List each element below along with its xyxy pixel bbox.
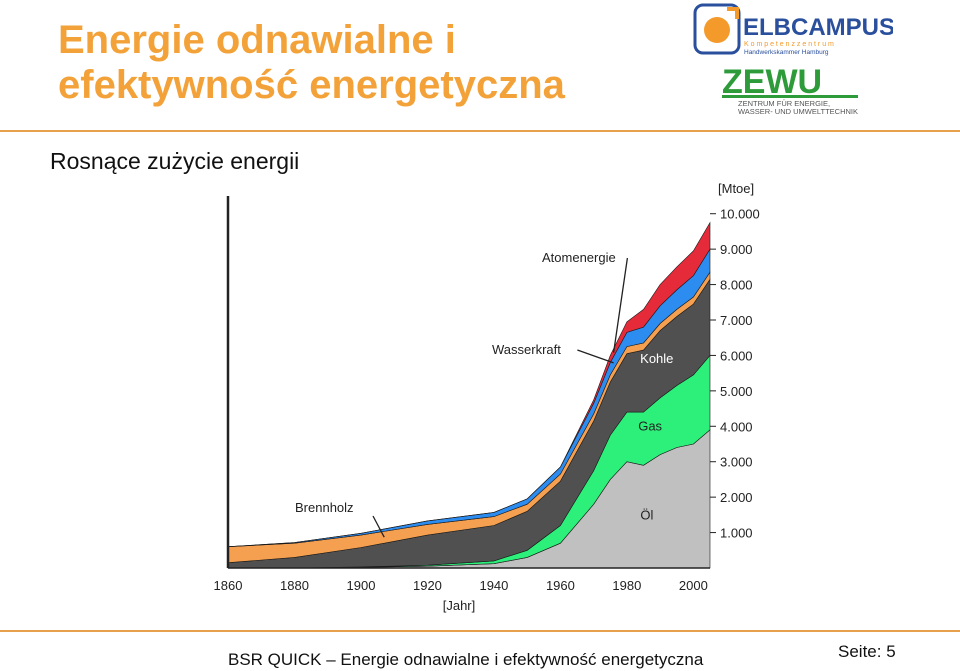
zewu-logo-line2: WASSER- UND UMWELTTECHNIK [738, 107, 858, 116]
annotation-oel: Öl [640, 508, 653, 523]
annotation-atomenergie: Atomenergie [542, 250, 616, 265]
series-area-atomenergie [227, 221, 711, 547]
x-tick-label: 1980 [612, 578, 641, 593]
elbcampus-logo-tagline2: Handwerkskammer Hamburg [744, 49, 829, 56]
x-axis-label: [Jahr] [443, 598, 476, 613]
elbcampus-logo-corner [727, 7, 739, 19]
y-tick-label: 9.000 [720, 242, 753, 257]
annotation-brennholz: Brennholz [295, 500, 354, 515]
annotation-wasserkraft: Wasserkraft [492, 342, 561, 357]
zewu-logo-name: ZEWU [722, 63, 822, 101]
x-tick-label: 1960 [546, 578, 575, 593]
x-tick-label: 2000 [679, 578, 708, 593]
x-tick-label: 1880 [280, 578, 309, 593]
y-tick-label: 6.000 [720, 348, 753, 363]
y-tick-label: 5.000 [720, 384, 753, 399]
annotation-pointer-brennholz [372, 515, 385, 538]
y-axis-ticks: 1.000 2.000 3.000 4.000 5.000 6.000 7.000 8.000… [710, 207, 760, 541]
footer-text: BSR QUICK – Energie odnawialne i efektyw… [228, 650, 704, 669]
annotation-kohle: Kohle [640, 351, 673, 366]
y-tick-label: 4.000 [720, 419, 753, 434]
y-axis-label: [Mtoe] [718, 181, 754, 196]
x-tick-label: 1900 [347, 578, 376, 593]
chart-annotations: Atomenergie Wasserkraft Kohle Gas Öl Brennhol… [295, 250, 673, 538]
x-tick-label: 1940 [479, 578, 508, 593]
slide-subtitle: Rosnące zużycie energii [50, 148, 300, 174]
zewu-logo-line1: ZENTRUM FÜR ENERGIE, [738, 99, 830, 108]
x-axis-ticks: 1860 1880 1900 1920 1940 1960 1980 2000 [214, 578, 708, 593]
zewu-logo: ZEWU ZENTRUM FÜR ENERGIE, WASSER- UND UM… [722, 63, 858, 116]
x-tick-label: 1920 [413, 578, 442, 593]
annotation-pointer-atomenergie [612, 257, 629, 353]
energy-consumption-chart: 1860 1880 1900 1920 1940 1960 1980 2000 1.000 2.… [214, 181, 760, 613]
y-tick-label: 2.000 [720, 490, 753, 505]
y-tick-label: 7.000 [720, 313, 753, 328]
annotation-pointer-wasserkraft [577, 349, 614, 364]
elbcampus-logo: ELBCAMPUS K o m p e t e n z z e n t r u … [693, 3, 893, 56]
y-tick-label: 1.000 [720, 526, 753, 541]
zewu-logo-bar [722, 95, 858, 98]
y-tick-label: 3.000 [720, 455, 753, 470]
page-number: Seite: 5 [838, 642, 896, 661]
footer-divider [0, 630, 960, 632]
elbcampus-logo-circle [704, 17, 730, 43]
annotation-gas: Gas [638, 418, 662, 433]
chart-areas [227, 221, 711, 569]
header-divider [0, 130, 960, 132]
x-tick-label: 1860 [214, 578, 243, 593]
elbcampus-logo-name: ELBCAMPUS [743, 14, 893, 41]
y-tick-label: 8.000 [720, 278, 753, 293]
y-tick-label: 10.000 [720, 207, 760, 222]
slide-title: Energie odnawialne i efektywność energet… [58, 18, 565, 107]
elbcampus-logo-tagline1: K o m p e t e n z z e n t r u m [744, 41, 834, 48]
